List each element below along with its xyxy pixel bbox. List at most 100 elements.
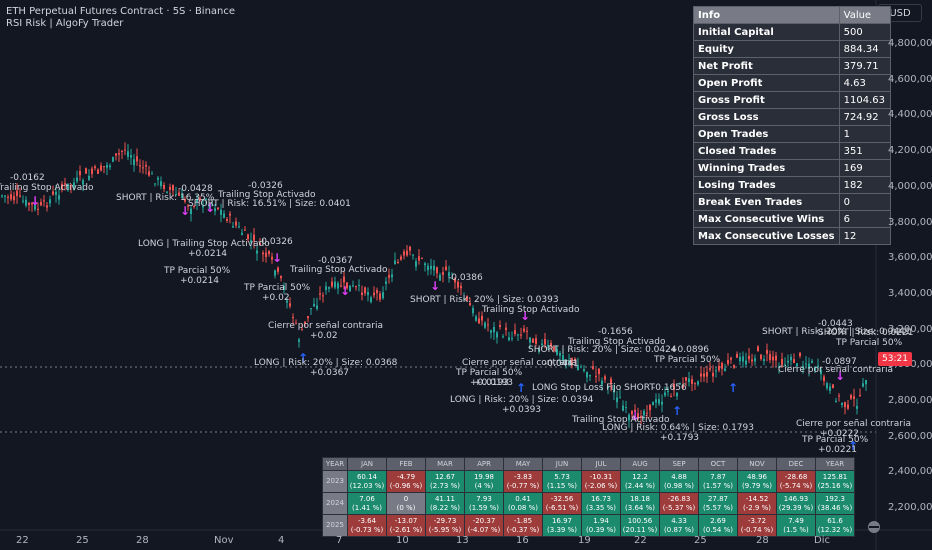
time-axis-label: 4 (278, 535, 285, 546)
trade-annotation: LONG | Risk: 20% | Size: 0.0394 (450, 395, 594, 405)
candle-body (853, 396, 855, 399)
candle-body (19, 195, 21, 197)
candle-body (325, 286, 327, 290)
trade-annotation: SHORT | Risk: 20% | Size: 0.0424 (528, 345, 677, 355)
candle-body (403, 251, 405, 256)
candle-body (166, 191, 168, 193)
candle-body (118, 153, 120, 155)
price-axis-label: 3,400,00 (888, 287, 932, 299)
candle-body (628, 414, 630, 421)
performance-cell-percent: (0.54 %) (703, 525, 733, 534)
performance-cell-value: 12.2 (632, 472, 648, 481)
candle-body (31, 202, 33, 205)
candle-body (115, 153, 117, 156)
performance-cell: 19.98 (4 %) (464, 470, 504, 493)
candle-body (490, 330, 492, 333)
candle-body (838, 395, 840, 397)
candle-body (232, 226, 234, 228)
trade-annotation: Cierre por señal contraria (778, 365, 893, 375)
indicator-name[interactable]: RSI Risk | AlgoFy Trader (6, 18, 124, 29)
info-table-header: Info Value (693, 6, 891, 24)
trade-annotation: SHORT | Risk: 20% | Size: 0.0441 (762, 327, 911, 337)
candle-body (64, 183, 66, 185)
candle-body (382, 292, 384, 299)
candle-body (298, 339, 300, 342)
info-row: Gross Loss 724.92 (693, 108, 891, 126)
performance-cell-percent: (3.64 %) (625, 503, 655, 512)
candle-body (667, 391, 669, 393)
candle-body (784, 364, 786, 366)
trade-annotation: Cierre por señal contraria (268, 321, 383, 331)
candle-body (718, 365, 720, 371)
info-row: Gross Profit 1104.63 (693, 91, 891, 109)
candle-body (181, 195, 183, 199)
trade-annotation: Trailing Stop Activado (571, 415, 670, 425)
trade-annotation: -0.0162 (10, 173, 45, 183)
candle-body (43, 200, 45, 202)
tradingview-logo-icon[interactable] (866, 520, 882, 534)
trade-annotation: +0.0193 (474, 378, 513, 388)
candle-body (58, 195, 60, 200)
candle-body (307, 316, 309, 319)
info-header-cell: Info (693, 6, 840, 24)
candle-body (814, 366, 816, 371)
candle-body (337, 283, 339, 289)
candle-body (637, 413, 639, 419)
performance-header-cell: JAN (347, 457, 387, 471)
performance-cell: -14.52 (-2.9 %) (737, 492, 777, 515)
candle-body (703, 373, 705, 377)
candle-body (652, 402, 654, 406)
candle-body (847, 404, 849, 409)
candle-body (436, 267, 438, 274)
candle-body (28, 202, 30, 205)
candle-body (85, 168, 87, 174)
candle-body (763, 359, 765, 362)
candle-body (292, 316, 294, 318)
candle-body (196, 199, 198, 203)
candle-body (775, 355, 777, 361)
candle-body (46, 205, 48, 208)
trade-annotation: SHORT | Risk: 0.0221 (818, 328, 913, 338)
performance-cell-value: -32.56 (550, 494, 574, 503)
trade-annotation: Trailing Stop Activado (567, 337, 666, 347)
candle-body (727, 359, 729, 364)
performance-cell-value: -4.79 (396, 472, 416, 481)
info-value: 724.92 (838, 108, 891, 126)
price-axis-label: 4,200,00 (888, 145, 932, 157)
performance-cell: -20.37 (-4.07 %) (464, 514, 504, 537)
candle-body (820, 370, 822, 375)
performance-cell-percent: (1.5 %) (783, 525, 809, 534)
candle-body (604, 376, 606, 380)
performance-cell-percent: (5.57 %) (703, 503, 733, 512)
candle-body (523, 328, 525, 332)
short-marker-icon: ↓ (272, 251, 282, 265)
performance-cell: -26.83 (-5.37 %) (659, 492, 699, 515)
trade-annotation: TP Parcial 50% (163, 266, 231, 276)
candle-body (796, 363, 798, 367)
candle-body (406, 250, 408, 256)
trade-annotation: +0.0222 (820, 429, 859, 439)
trade-annotation: -0.1656 (652, 383, 687, 393)
candle-body (67, 183, 69, 190)
candle-body (610, 378, 612, 385)
candle-body (322, 295, 324, 297)
performance-cell-percent: (-5.37 %) (662, 503, 696, 512)
performance-cell: 5.73 (1.15 %) (542, 470, 582, 493)
info-value: 1 (838, 125, 891, 143)
performance-cell: 12.67 (2.73 %) (425, 470, 465, 493)
performance-cell-percent: (-0.74 %) (740, 525, 774, 534)
candle-body (739, 356, 741, 362)
candle-body (856, 405, 858, 409)
candle-body (289, 303, 291, 307)
info-label: Winning Trades (693, 159, 840, 177)
candle-body (367, 292, 369, 296)
performance-cell-percent: (-0.77 %) (506, 481, 540, 490)
trade-annotation: +0.02 (262, 293, 290, 303)
candle-body (190, 208, 192, 214)
candle-body (568, 361, 570, 364)
performance-cell-value: 48.96 (746, 472, 768, 481)
candle-body (343, 276, 345, 283)
info-row: Max Consecutive Wins 6 (693, 210, 891, 228)
candle-body (445, 266, 447, 270)
